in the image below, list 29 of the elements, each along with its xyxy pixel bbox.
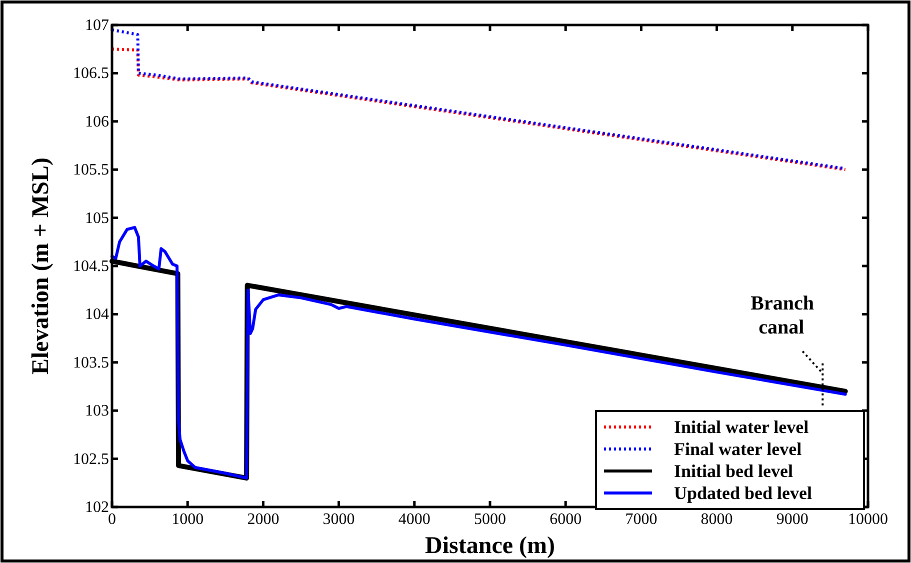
y-tick-label: 103 xyxy=(85,402,109,420)
legend-label: Updated bed level xyxy=(674,483,812,503)
annotation: Branch canal xyxy=(750,292,814,338)
x-tick-label: 8000 xyxy=(700,511,733,528)
y-tick-label: 104 xyxy=(85,306,109,324)
y-tick-label: 105 xyxy=(85,210,109,227)
legend-label: Initial bed level xyxy=(674,461,794,481)
x-tick-label: 3000 xyxy=(322,511,355,528)
y-tick-label: 104.5 xyxy=(73,258,109,275)
y-tick-label: 105.5 xyxy=(73,162,109,179)
x-tick-label: 9000 xyxy=(776,511,808,528)
x-tick-label: 6000 xyxy=(550,511,582,528)
x-tick-label: 4000 xyxy=(398,511,430,528)
legend-label: Initial water level xyxy=(674,417,809,437)
x-tick-label: 1000 xyxy=(172,511,204,528)
x-axis-title: Distance (m) xyxy=(425,533,555,559)
y-axis-title: Elevation (m + MSL) xyxy=(28,158,54,374)
y-tick-label: 107 xyxy=(85,17,109,34)
y-tick-label: 102.5 xyxy=(73,450,109,468)
x-tick-label: 0 xyxy=(108,511,116,528)
y-tick-label: 102 xyxy=(85,499,109,516)
x-tick-label: 5000 xyxy=(474,511,506,528)
y-tick-label: 106.5 xyxy=(73,65,109,82)
x-tick-label: 10000 xyxy=(848,511,888,528)
y-tick-label: 106 xyxy=(85,113,109,130)
y-tick-label: 103.5 xyxy=(73,354,109,372)
x-tick-label: 7000 xyxy=(625,511,658,528)
x-tick-label: 2000 xyxy=(247,511,280,528)
legend-label: Final water level xyxy=(674,439,802,459)
